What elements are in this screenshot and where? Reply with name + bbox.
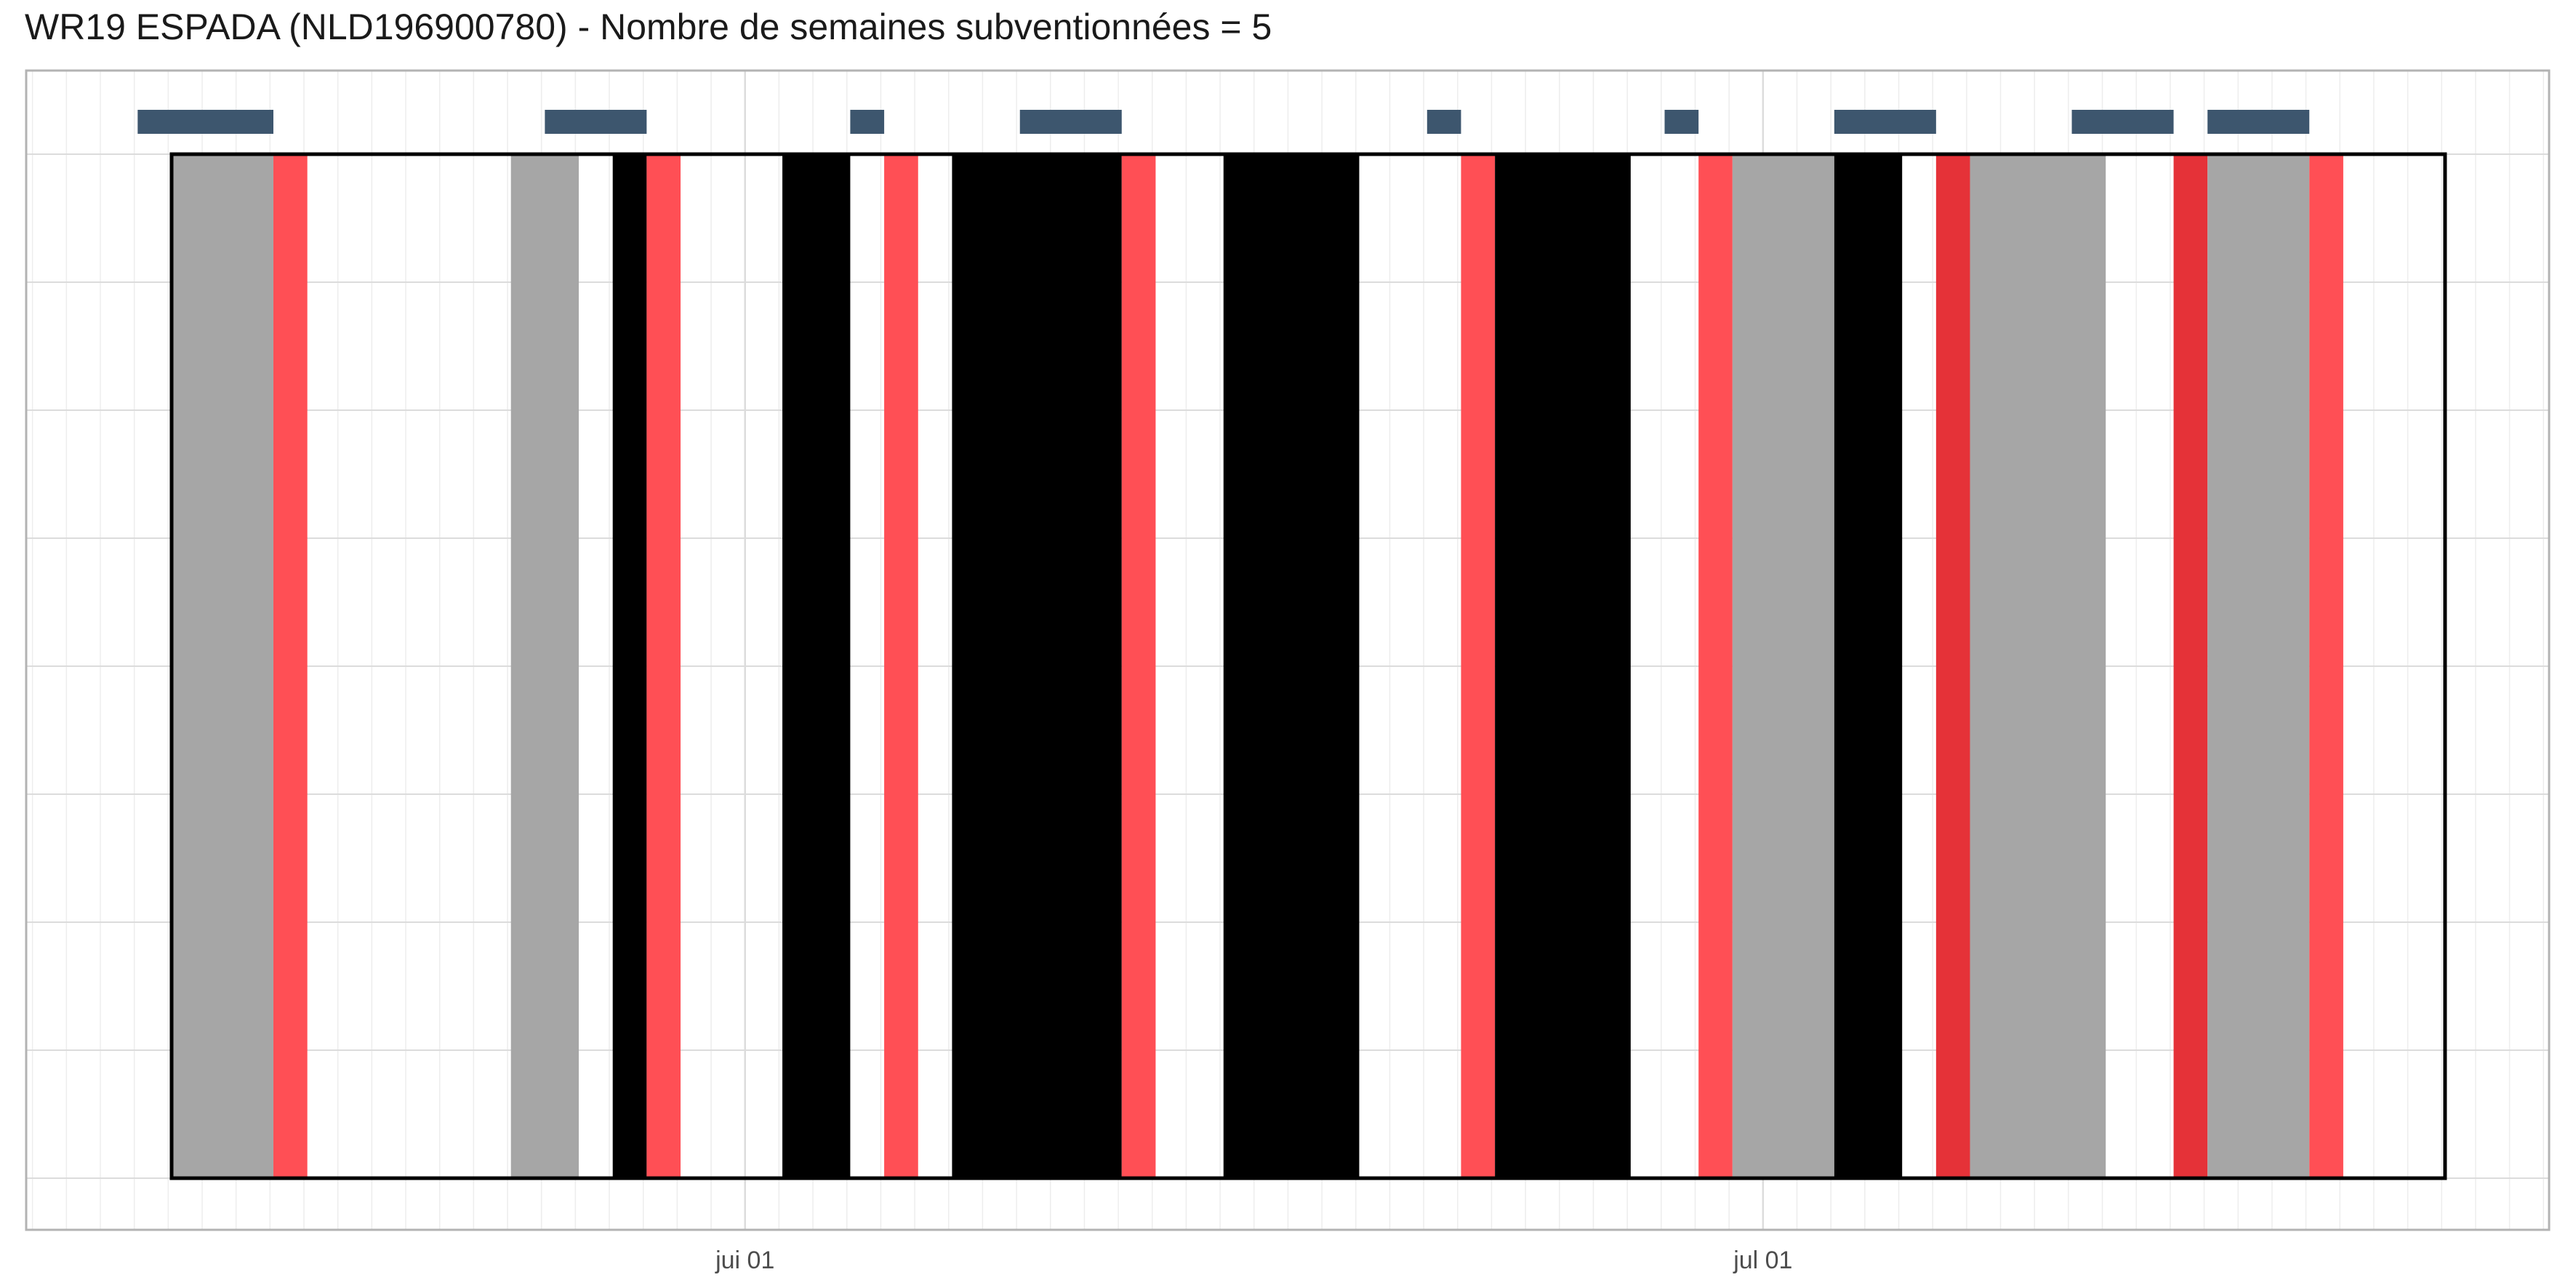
period-bar (1970, 154, 2106, 1178)
period-bar (1834, 154, 1903, 1178)
period-bar (612, 154, 647, 1178)
period-bar (1121, 154, 1156, 1178)
period-bar (273, 154, 308, 1178)
period-bar (510, 154, 579, 1178)
period-bar (2173, 154, 2208, 1178)
x-tick-label: jui 01 (715, 1247, 774, 1274)
period-bar (884, 154, 918, 1178)
period-bar (172, 154, 274, 1178)
top-marker (1019, 110, 1122, 134)
top-marker (1427, 110, 1461, 134)
period-bar (2207, 154, 2310, 1178)
x-tick-label: jul 01 (1733, 1247, 1792, 1274)
top-marker (2207, 110, 2310, 134)
chart-title: WR19 ESPADA (NLD196900780) - Nombre de s… (25, 7, 1272, 47)
period-bar (1223, 154, 1360, 1178)
period-bar (1495, 154, 1631, 1178)
period-bar (2309, 154, 2343, 1178)
period-bar (646, 154, 681, 1178)
top-marker (545, 110, 647, 134)
top-markers (137, 110, 2310, 134)
top-marker (1664, 110, 1699, 134)
top-marker (850, 110, 885, 134)
period-bar (1935, 154, 1970, 1178)
top-marker (137, 110, 274, 134)
panel-border (25, 69, 2551, 1231)
period-bar (1461, 154, 1496, 1178)
period-bar (952, 154, 1122, 1178)
period-bar (1698, 154, 1733, 1178)
period-bars (172, 154, 2343, 1178)
period-bar (782, 154, 851, 1178)
timeline-frame (169, 152, 2447, 1180)
period-bar (1732, 154, 1834, 1178)
top-marker (2071, 110, 2174, 134)
x-axis-ticks: jui 01 jul 01 (715, 1247, 1792, 1274)
top-marker (1834, 110, 1936, 134)
